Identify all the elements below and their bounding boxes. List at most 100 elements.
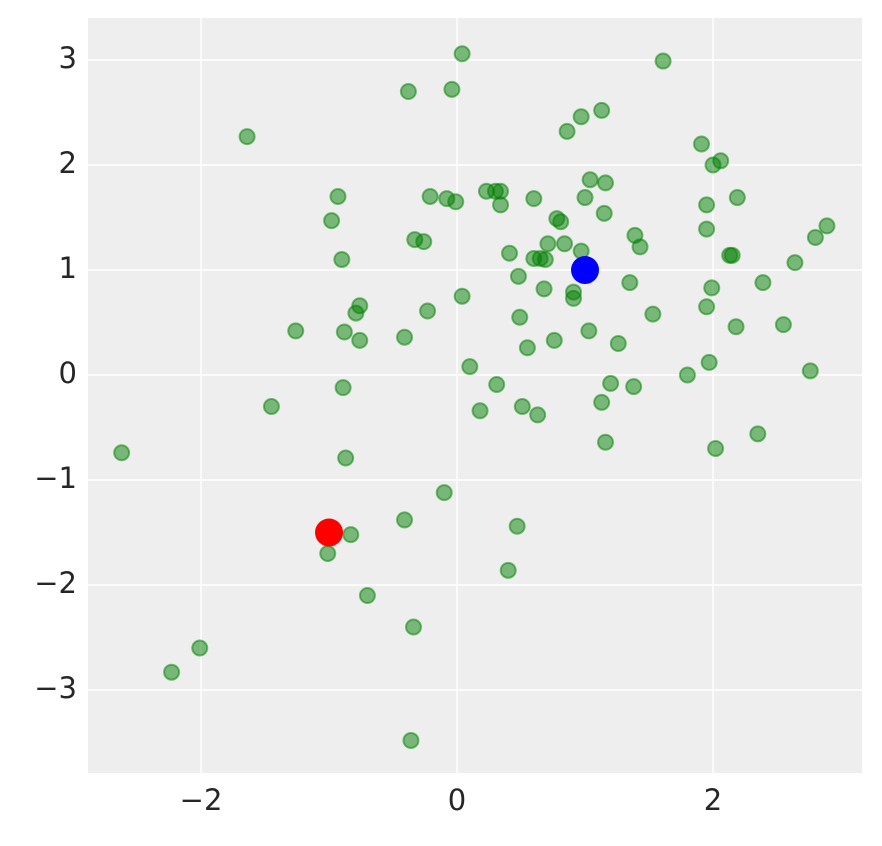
point bbox=[712, 152, 730, 170]
point bbox=[396, 511, 414, 529]
point bbox=[358, 587, 376, 605]
point bbox=[576, 189, 594, 207]
point bbox=[539, 235, 557, 253]
point bbox=[723, 246, 741, 264]
x-tick-label: 0 bbox=[448, 783, 466, 817]
point bbox=[593, 101, 611, 119]
grid bbox=[88, 18, 862, 773]
point bbox=[163, 663, 181, 681]
point bbox=[334, 379, 352, 397]
y-tick-label: −2 bbox=[34, 566, 77, 600]
point bbox=[315, 518, 344, 547]
point bbox=[415, 233, 433, 251]
point bbox=[447, 193, 465, 211]
point bbox=[500, 244, 518, 262]
point bbox=[581, 171, 599, 189]
point bbox=[571, 256, 600, 285]
point bbox=[631, 238, 649, 256]
point bbox=[453, 45, 471, 63]
point bbox=[492, 196, 510, 214]
point bbox=[535, 280, 553, 298]
marks bbox=[113, 45, 836, 749]
point bbox=[335, 323, 353, 341]
plot-area bbox=[88, 18, 862, 773]
point bbox=[786, 254, 804, 272]
point bbox=[536, 251, 554, 269]
point bbox=[678, 366, 696, 384]
point bbox=[351, 297, 369, 315]
point bbox=[801, 362, 819, 380]
point bbox=[525, 190, 543, 208]
point bbox=[238, 128, 256, 146]
point bbox=[644, 305, 662, 323]
y-tick-label: 3 bbox=[59, 41, 77, 75]
y-tick-label: −3 bbox=[34, 671, 77, 705]
point bbox=[698, 196, 716, 214]
point bbox=[609, 335, 627, 353]
point bbox=[625, 378, 643, 396]
point bbox=[580, 322, 598, 340]
point bbox=[402, 731, 420, 749]
point bbox=[518, 339, 536, 357]
point bbox=[329, 188, 347, 206]
point bbox=[707, 440, 725, 458]
point bbox=[471, 402, 489, 420]
point bbox=[596, 433, 614, 451]
point bbox=[727, 318, 745, 336]
point bbox=[572, 108, 590, 126]
point bbox=[513, 398, 531, 416]
point bbox=[509, 267, 527, 285]
point bbox=[511, 308, 529, 326]
point bbox=[556, 235, 574, 253]
point bbox=[545, 331, 563, 349]
x-tick-label: 2 bbox=[704, 783, 722, 817]
point bbox=[113, 444, 131, 462]
point bbox=[728, 189, 746, 207]
point bbox=[337, 449, 355, 467]
point bbox=[558, 122, 576, 140]
y-tick-label: 0 bbox=[59, 356, 77, 390]
point bbox=[333, 251, 351, 269]
point bbox=[754, 274, 772, 292]
point bbox=[818, 217, 836, 235]
y-tick-label: 1 bbox=[59, 251, 77, 285]
point bbox=[404, 618, 422, 636]
point bbox=[287, 322, 305, 340]
point bbox=[703, 279, 721, 297]
point bbox=[419, 302, 437, 320]
point bbox=[529, 406, 547, 424]
point bbox=[806, 228, 824, 246]
point bbox=[421, 188, 439, 206]
point bbox=[435, 484, 453, 502]
point bbox=[499, 561, 517, 579]
point bbox=[443, 80, 461, 98]
point bbox=[596, 174, 614, 192]
point bbox=[593, 393, 611, 411]
point bbox=[191, 639, 209, 657]
x-tick-label: −2 bbox=[180, 783, 223, 817]
point bbox=[262, 398, 280, 416]
point bbox=[351, 331, 369, 349]
point bbox=[508, 517, 526, 535]
y-tick-label: −1 bbox=[34, 461, 77, 495]
point bbox=[488, 375, 506, 393]
point bbox=[564, 283, 582, 301]
point bbox=[319, 545, 337, 563]
point bbox=[700, 353, 718, 371]
point bbox=[552, 213, 570, 231]
point bbox=[654, 52, 672, 70]
point bbox=[692, 135, 710, 153]
point bbox=[396, 328, 414, 346]
point bbox=[698, 298, 716, 316]
point bbox=[399, 83, 417, 101]
y-tick-label: 2 bbox=[59, 146, 77, 180]
point bbox=[774, 316, 792, 334]
point bbox=[602, 374, 620, 392]
point bbox=[342, 526, 360, 544]
point bbox=[453, 287, 471, 305]
point bbox=[621, 274, 639, 292]
point bbox=[749, 425, 767, 443]
point bbox=[461, 358, 479, 376]
point bbox=[698, 220, 716, 238]
